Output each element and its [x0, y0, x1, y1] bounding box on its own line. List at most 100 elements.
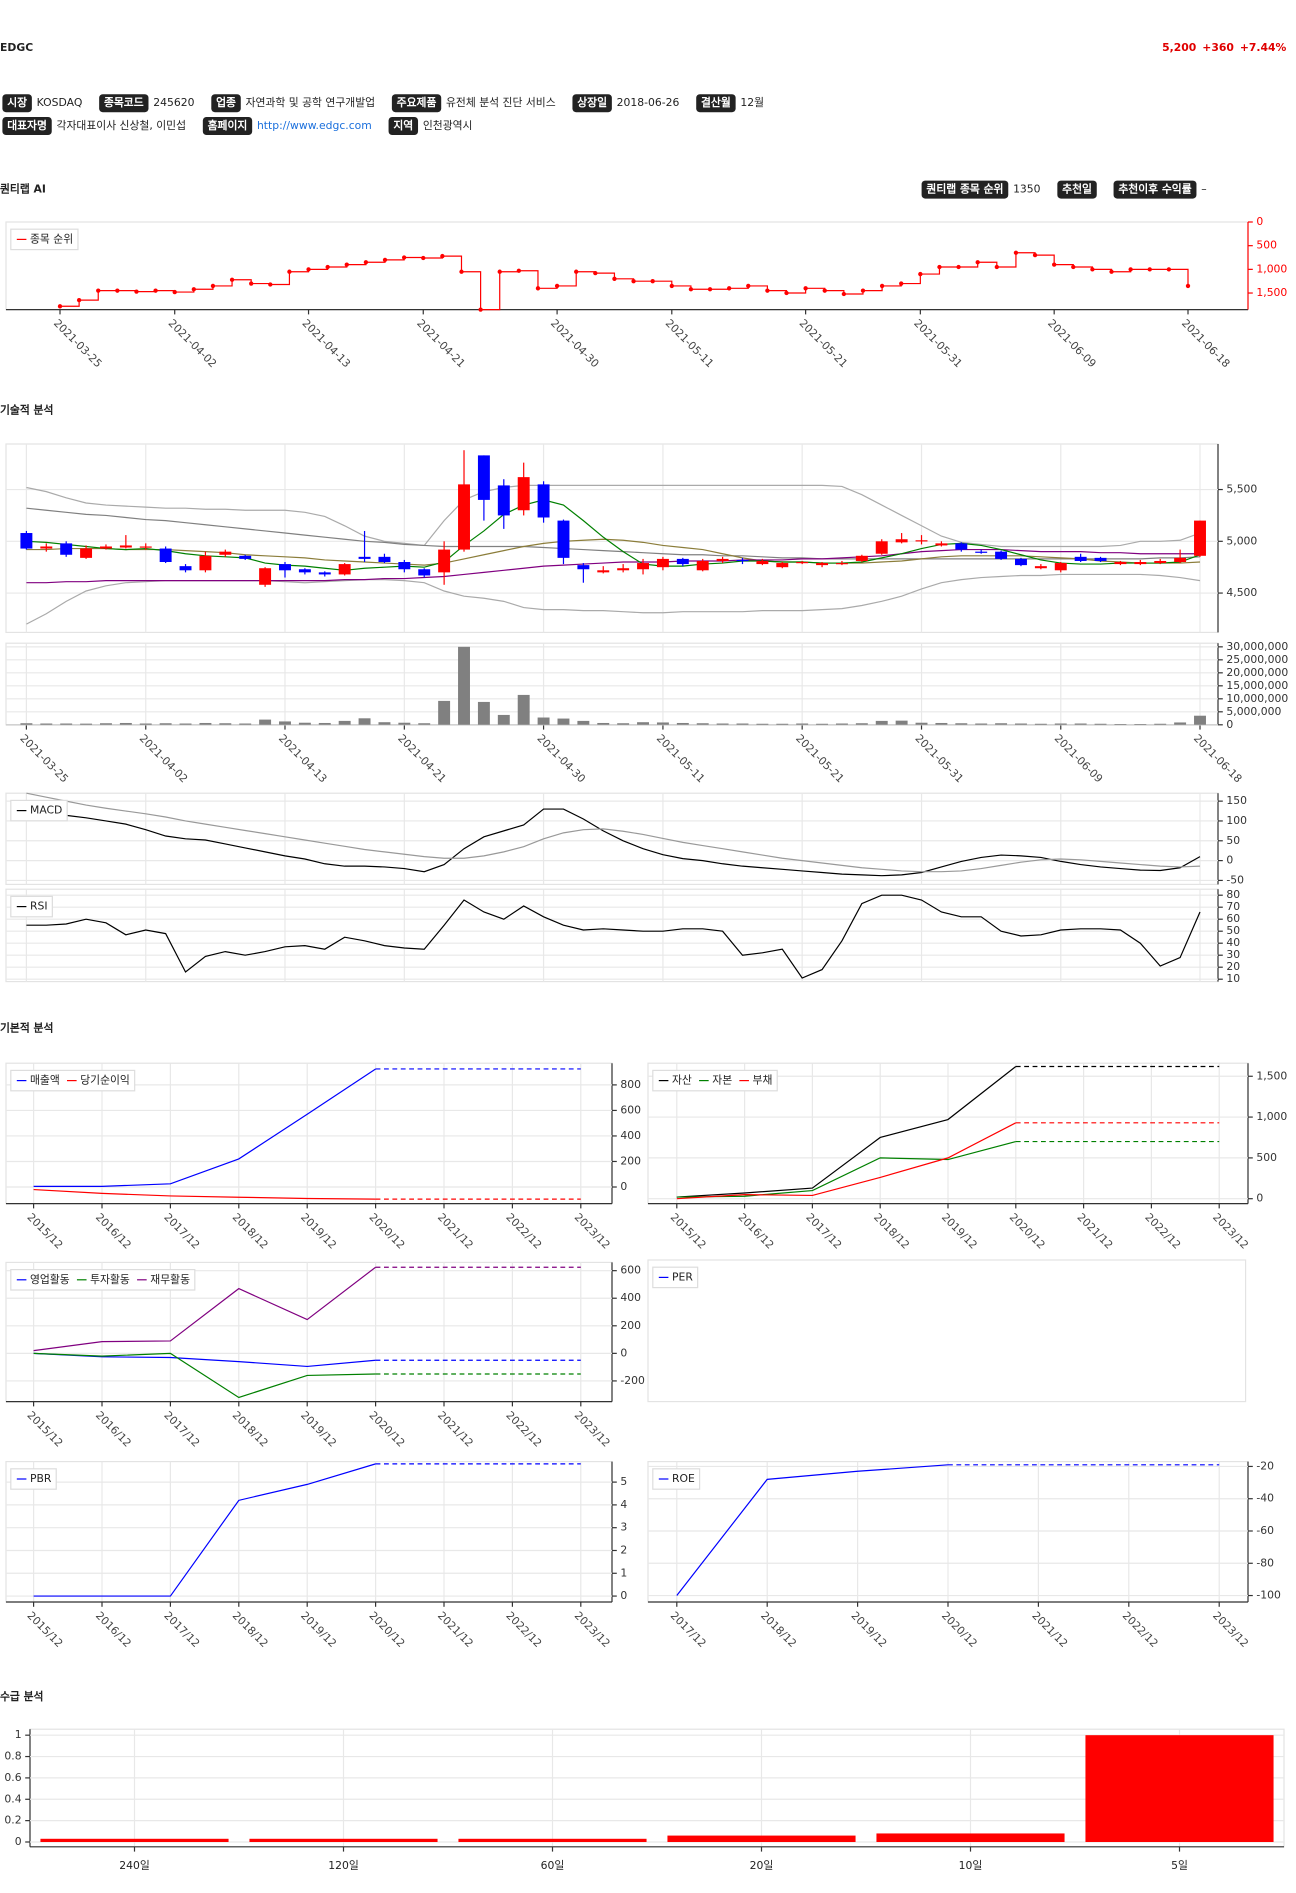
step-line [1092, 268, 1113, 272]
chart-frame [647, 1259, 1247, 1403]
y-tick-label: 800 [620, 1078, 641, 1091]
y-tick-label: 70 [1226, 900, 1240, 913]
x-tick-label: 2021-04-02 [137, 732, 191, 786]
step-line [1073, 266, 1094, 270]
marker [1128, 267, 1133, 272]
x-tick-label: 2015/12 [668, 1211, 709, 1252]
bar [60, 723, 73, 725]
marker [172, 289, 177, 295]
candle-body [656, 558, 669, 568]
step-line [996, 252, 1017, 268]
x-tick-label: 2021-04-21 [414, 317, 468, 371]
bar [676, 722, 689, 725]
y-tick-label: 0 [1226, 718, 1233, 731]
marker [975, 260, 980, 265]
y-tick-label: -100 [1256, 1589, 1281, 1602]
bar [716, 723, 729, 725]
candle-body [1134, 562, 1147, 565]
line [676, 1140, 1016, 1198]
bar [517, 694, 530, 725]
badge-label: 퀀티랩 종목 순위 [926, 182, 1003, 196]
marker [249, 281, 254, 286]
y-tick-label: 50 [1226, 834, 1240, 847]
bar [458, 646, 470, 725]
x-tick-label: 2017/12 [161, 1409, 202, 1450]
marker [478, 307, 483, 312]
x-tick-label: 2021-04-13 [276, 732, 330, 786]
y-tick-label: 100 [1226, 814, 1247, 827]
candle-body [1074, 556, 1087, 561]
x-tick-label: 2021-04-02 [166, 317, 220, 371]
x-tick-label: 2015/12 [25, 1211, 66, 1252]
y-tick-label: 0.8 [4, 1750, 21, 1763]
y-tick-label: 15,000,000 [1226, 679, 1288, 692]
step-line [423, 256, 443, 259]
marker [459, 269, 464, 274]
candle-body [179, 566, 192, 571]
bar [418, 723, 431, 725]
homepage-link[interactable]: http://www.edgc.com [257, 119, 372, 132]
badge [921, 180, 1009, 199]
badge [388, 117, 419, 135]
step-line [977, 261, 998, 267]
x-tick-label: 2020/12 [367, 1409, 408, 1450]
price-price: 5,200 [1162, 41, 1196, 54]
bar [1034, 723, 1047, 725]
x-tick-label: 20일 [750, 1858, 774, 1872]
step-line [79, 290, 99, 301]
y-tick-label: -40 [1256, 1492, 1274, 1505]
y-tick-label: -50 [1226, 873, 1244, 886]
candle-body [1114, 562, 1127, 565]
bar [637, 722, 650, 725]
bar [975, 723, 988, 725]
y-tick-label: 30,000,000 [1226, 640, 1288, 653]
y-tick-label: 20 [1226, 960, 1240, 973]
step-line [576, 271, 596, 274]
step-line [843, 290, 864, 295]
legend-box [652, 1069, 778, 1092]
marker [1052, 262, 1057, 267]
candle-body [915, 540, 928, 542]
bar [597, 722, 610, 725]
legend-label: 자산 [672, 1074, 692, 1087]
step-line [729, 285, 749, 289]
marker [707, 287, 713, 292]
x-tick-label: 2021-05-31 [911, 317, 965, 371]
badge [696, 94, 736, 113]
y-tick-label: 40 [1226, 936, 1240, 949]
marker [76, 297, 82, 303]
line [33, 1463, 376, 1597]
bar [776, 723, 789, 725]
x-tick-label: 2017/12 [668, 1609, 709, 1650]
x-tick-label: 2022/12 [1142, 1211, 1183, 1252]
candle-body [159, 548, 172, 563]
candle-body [477, 455, 490, 500]
marker [669, 283, 674, 289]
info-value: 자연과학 및 공학 연구개발업 [246, 96, 376, 109]
step-line [461, 271, 482, 310]
candle-body [219, 551, 232, 555]
y-tick-label: 50 [1226, 924, 1240, 937]
marker [574, 269, 579, 274]
x-tick-label: 2023/12 [572, 1609, 613, 1650]
x-tick-label: 2016/12 [736, 1211, 777, 1252]
badge-label: 대표자명 [7, 118, 47, 132]
candle-body [378, 556, 391, 563]
x-tick-label: 2022/12 [503, 1409, 544, 1450]
line [33, 1266, 376, 1352]
candle-body [20, 533, 33, 549]
bar [477, 701, 490, 725]
y-tick-label: 0 [620, 1589, 627, 1602]
candle-body [875, 541, 888, 554]
marker [554, 283, 560, 289]
step-line [499, 270, 520, 273]
legend-box [10, 799, 68, 822]
bar [99, 723, 112, 725]
step-line [327, 264, 348, 268]
marker [612, 276, 617, 281]
marker [1109, 269, 1114, 274]
candle-body [995, 551, 1008, 559]
step-line [1168, 268, 1189, 286]
x-tick-label: 2021-03-25 [51, 317, 105, 371]
x-tick-label: 2021-05-21 [797, 317, 851, 371]
